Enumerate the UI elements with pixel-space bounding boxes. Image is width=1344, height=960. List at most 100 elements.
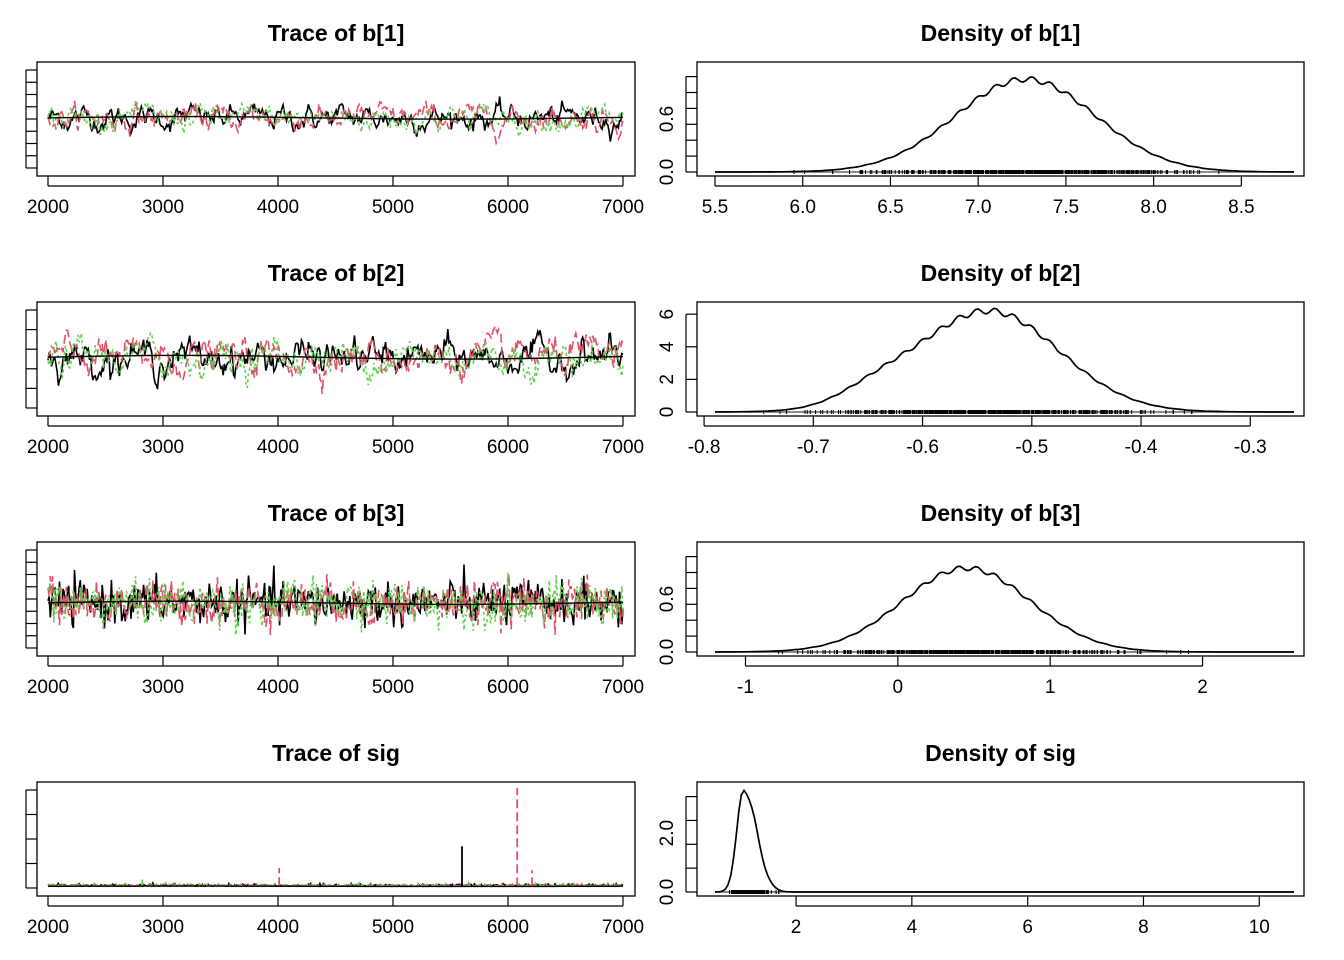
trace_b3-x-tick-label: 4000 <box>257 677 299 698</box>
trace_b2-x-tick-label: 3000 <box>142 437 184 458</box>
density_b1-x-tick-label: 8.5 <box>1228 197 1254 218</box>
density_b2-x-tick-label: -0.7 <box>797 437 830 458</box>
density_sig-title: Density of sig <box>925 740 1076 766</box>
density_b1-x-tick-label: 7.0 <box>965 197 991 218</box>
trace_b1-x-tick-label: 2000 <box>27 197 69 218</box>
trace_b2-title: Trace of b[2] <box>268 260 405 286</box>
density_b1-y-tick-label: 0.0 <box>657 159 678 185</box>
density_b2-density-curve <box>715 307 1294 413</box>
density_b1-x-tick-label: 6.0 <box>790 197 816 218</box>
density_sig-panel: Density of sig 2 4 6 8 10 0.0 2.0 <box>657 740 1305 938</box>
trace_b2-x-tick-label: 6000 <box>487 437 529 458</box>
density_b2-y-tick-label: 6 <box>657 309 678 320</box>
trace_b3-panel: Trace of b[3] 2000 3000 4000 5000 6000 7000 <box>25 500 644 698</box>
density_sig-x-tick-label: 4 <box>907 917 918 938</box>
trace_b2-panel: Trace of b[2] 2000 3000 4000 5000 6000 7000 <box>25 260 644 458</box>
density_sig-y-tick-label: 2.0 <box>657 820 678 846</box>
trace_b2-plot-area <box>47 323 624 395</box>
trace_b3-x-tick-label: 5000 <box>372 677 414 698</box>
density_b1-plot-area <box>715 76 1294 174</box>
trace_b1-x-tick-label: 6000 <box>487 197 529 218</box>
trace_sig-series-3 <box>47 880 624 888</box>
density_sig-frame <box>696 781 1305 897</box>
trace_sig-frame <box>36 781 636 897</box>
density_sig-rug <box>728 890 780 894</box>
density_b3-y-tick-label: 0.0 <box>657 639 678 665</box>
density_b2-panel: Density of b[2] -0.8 -0.7 -0.6 -0.5 -0.4 -0.3 0… <box>657 260 1305 458</box>
trace_b2-x-tick-label: 2000 <box>27 437 69 458</box>
trace_b2-series-3 <box>47 331 624 389</box>
density_b2-plot-area <box>715 307 1294 414</box>
density_b3-frame <box>696 541 1305 657</box>
density_b3-x-tick-label: 1 <box>1045 677 1056 698</box>
density_b2-x-tick-label: -0.3 <box>1234 437 1267 458</box>
density_b3-rug <box>778 650 1189 654</box>
trace_sig-panel: Trace of sig 2000 3000 4000 5000 6000 7000 <box>25 740 644 938</box>
density_b2-title: Density of b[2] <box>921 260 1081 286</box>
density_b3-title: Density of b[3] <box>921 500 1081 526</box>
density_b1-x-tick-label: 5.5 <box>702 197 728 218</box>
density_sig-x-tick-label: 8 <box>1138 917 1149 938</box>
density_b2-x-tick-label: -0.8 <box>688 437 721 458</box>
trace_b3-title: Trace of b[3] <box>268 500 405 526</box>
trace_sig-x-tick-label: 2000 <box>27 917 69 938</box>
density_b1-x-tick-label: 8.0 <box>1140 197 1166 218</box>
density_sig-y-tick-label: 0.0 <box>657 879 678 905</box>
trace_b1-title: Trace of b[1] <box>268 20 405 46</box>
density_sig-x-tick-label: 6 <box>1022 917 1033 938</box>
density_b3-plot-area <box>715 565 1294 654</box>
trace_b3-x-tick-label: 6000 <box>487 677 529 698</box>
trace_sig-title: Trace of sig <box>272 740 400 766</box>
trace_sig-x-tick-label: 7000 <box>602 917 644 938</box>
trace_b3-plot-area <box>47 564 624 636</box>
density_b2-rug <box>763 410 1193 414</box>
trace_b2-x-tick-label: 7000 <box>602 437 644 458</box>
trace_b1-series-1 <box>47 96 624 142</box>
trace_b2-smooth-line <box>47 354 624 360</box>
density_b3-x-tick-label: -1 <box>737 677 754 698</box>
trace_b3-smooth-line <box>47 600 624 606</box>
trace_b2-frame <box>36 301 636 417</box>
density_b2-x-tick-label: -0.4 <box>1125 437 1158 458</box>
density_b1-panel: Density of b[1] 5.5 6.0 6.5 7.0 7.5 8.0 8.5 0.0 0… <box>657 20 1305 218</box>
density_b1-frame <box>696 61 1305 177</box>
density_b1-x-tick-label: 7.5 <box>1053 197 1079 218</box>
trace_sig-x-tick-label: 5000 <box>372 917 414 938</box>
density_b1-title: Density of b[1] <box>921 20 1081 46</box>
trace_b2-x-tick-label: 5000 <box>372 437 414 458</box>
density_b2-y-tick-label: 2 <box>657 374 678 385</box>
trace_b1-x-tick-label: 7000 <box>602 197 644 218</box>
density_b3-y-tick-label: 0.6 <box>657 586 678 612</box>
density_b1-rug <box>793 170 1220 174</box>
trace_b1-panel: Trace of b[1] 2000 3000 4000 5000 6000 7000 <box>25 20 644 218</box>
density_b2-frame <box>696 301 1305 417</box>
density_b1-y-tick-label: 0.6 <box>657 106 678 132</box>
trace_b1-x-tick-label: 4000 <box>257 197 299 218</box>
density_sig-x-tick-label: 10 <box>1249 917 1270 938</box>
trace_sig-x-tick-label: 6000 <box>487 917 529 938</box>
trace_b3-x-tick-label: 7000 <box>602 677 644 698</box>
trace_b1-smooth-line <box>47 115 624 120</box>
density_b3-x-tick-label: 0 <box>893 677 904 698</box>
density_b3-panel: Density of b[3] -1 0 1 2 0.0 0.6 <box>657 500 1305 698</box>
density_b2-y-tick-label: 4 <box>657 341 678 352</box>
trace_b3-x-tick-label: 3000 <box>142 677 184 698</box>
trace_b3-series-3 <box>47 572 624 636</box>
density_b3-density-curve <box>715 565 1294 653</box>
trace_sig-plot-area <box>47 788 624 888</box>
trace_b1-plot-area <box>47 96 624 146</box>
density_sig-density-curve <box>714 788 1294 893</box>
trace_b1-x-tick-label: 3000 <box>142 197 184 218</box>
density_b1-x-tick-label: 6.5 <box>877 197 903 218</box>
density_b3-x-tick-label: 2 <box>1197 677 1208 698</box>
density_b2-x-tick-label: -0.6 <box>906 437 939 458</box>
trace_sig-x-tick-label: 3000 <box>142 917 184 938</box>
trace_sig-x-tick-label: 4000 <box>257 917 299 938</box>
density_sig-x-tick-label: 2 <box>791 917 802 938</box>
density_b2-y-tick-label: 0 <box>657 407 678 418</box>
density_sig-plot-area <box>714 788 1294 894</box>
trace_b1-x-tick-label: 5000 <box>372 197 414 218</box>
trace_b3-x-tick-label: 2000 <box>27 677 69 698</box>
trace_b2-x-tick-label: 4000 <box>257 437 299 458</box>
